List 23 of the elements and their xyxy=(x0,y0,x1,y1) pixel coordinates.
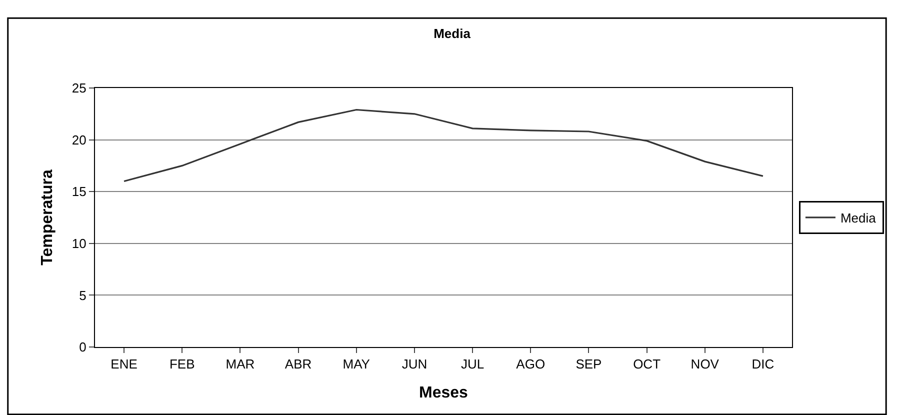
x-tick-label: MAR xyxy=(226,356,255,372)
y-axis-title: Temperatura xyxy=(38,170,56,266)
x-tick-label: JUL xyxy=(460,356,484,372)
x-tick-label: AGO xyxy=(516,356,546,372)
chart-title: Media xyxy=(434,26,472,42)
x-axis-title: Meses xyxy=(419,384,468,402)
x-tick-label: SEP xyxy=(576,356,602,372)
y-tick-label: 20 xyxy=(72,132,86,148)
y-tick-label: 25 xyxy=(72,80,86,96)
line-series xyxy=(123,108,764,182)
x-tick-label: NOV xyxy=(690,356,720,372)
x-tick-label: ENE xyxy=(110,356,138,372)
x-tick-label: MAY xyxy=(342,356,370,372)
y-tick-label: 10 xyxy=(72,236,86,251)
x-tick-label: OCT xyxy=(633,356,661,372)
y-tick-label: 5 xyxy=(79,288,86,303)
x-tick-label: FEB xyxy=(169,356,195,372)
legend-label: Media xyxy=(840,210,877,226)
y-tick-label: 15 xyxy=(72,184,86,200)
x-tick-label: DIC xyxy=(752,356,774,372)
x-tick-label: JUN xyxy=(402,356,428,372)
y-tick-label: 0 xyxy=(79,340,86,355)
x-tick-label: ABR xyxy=(284,356,312,372)
